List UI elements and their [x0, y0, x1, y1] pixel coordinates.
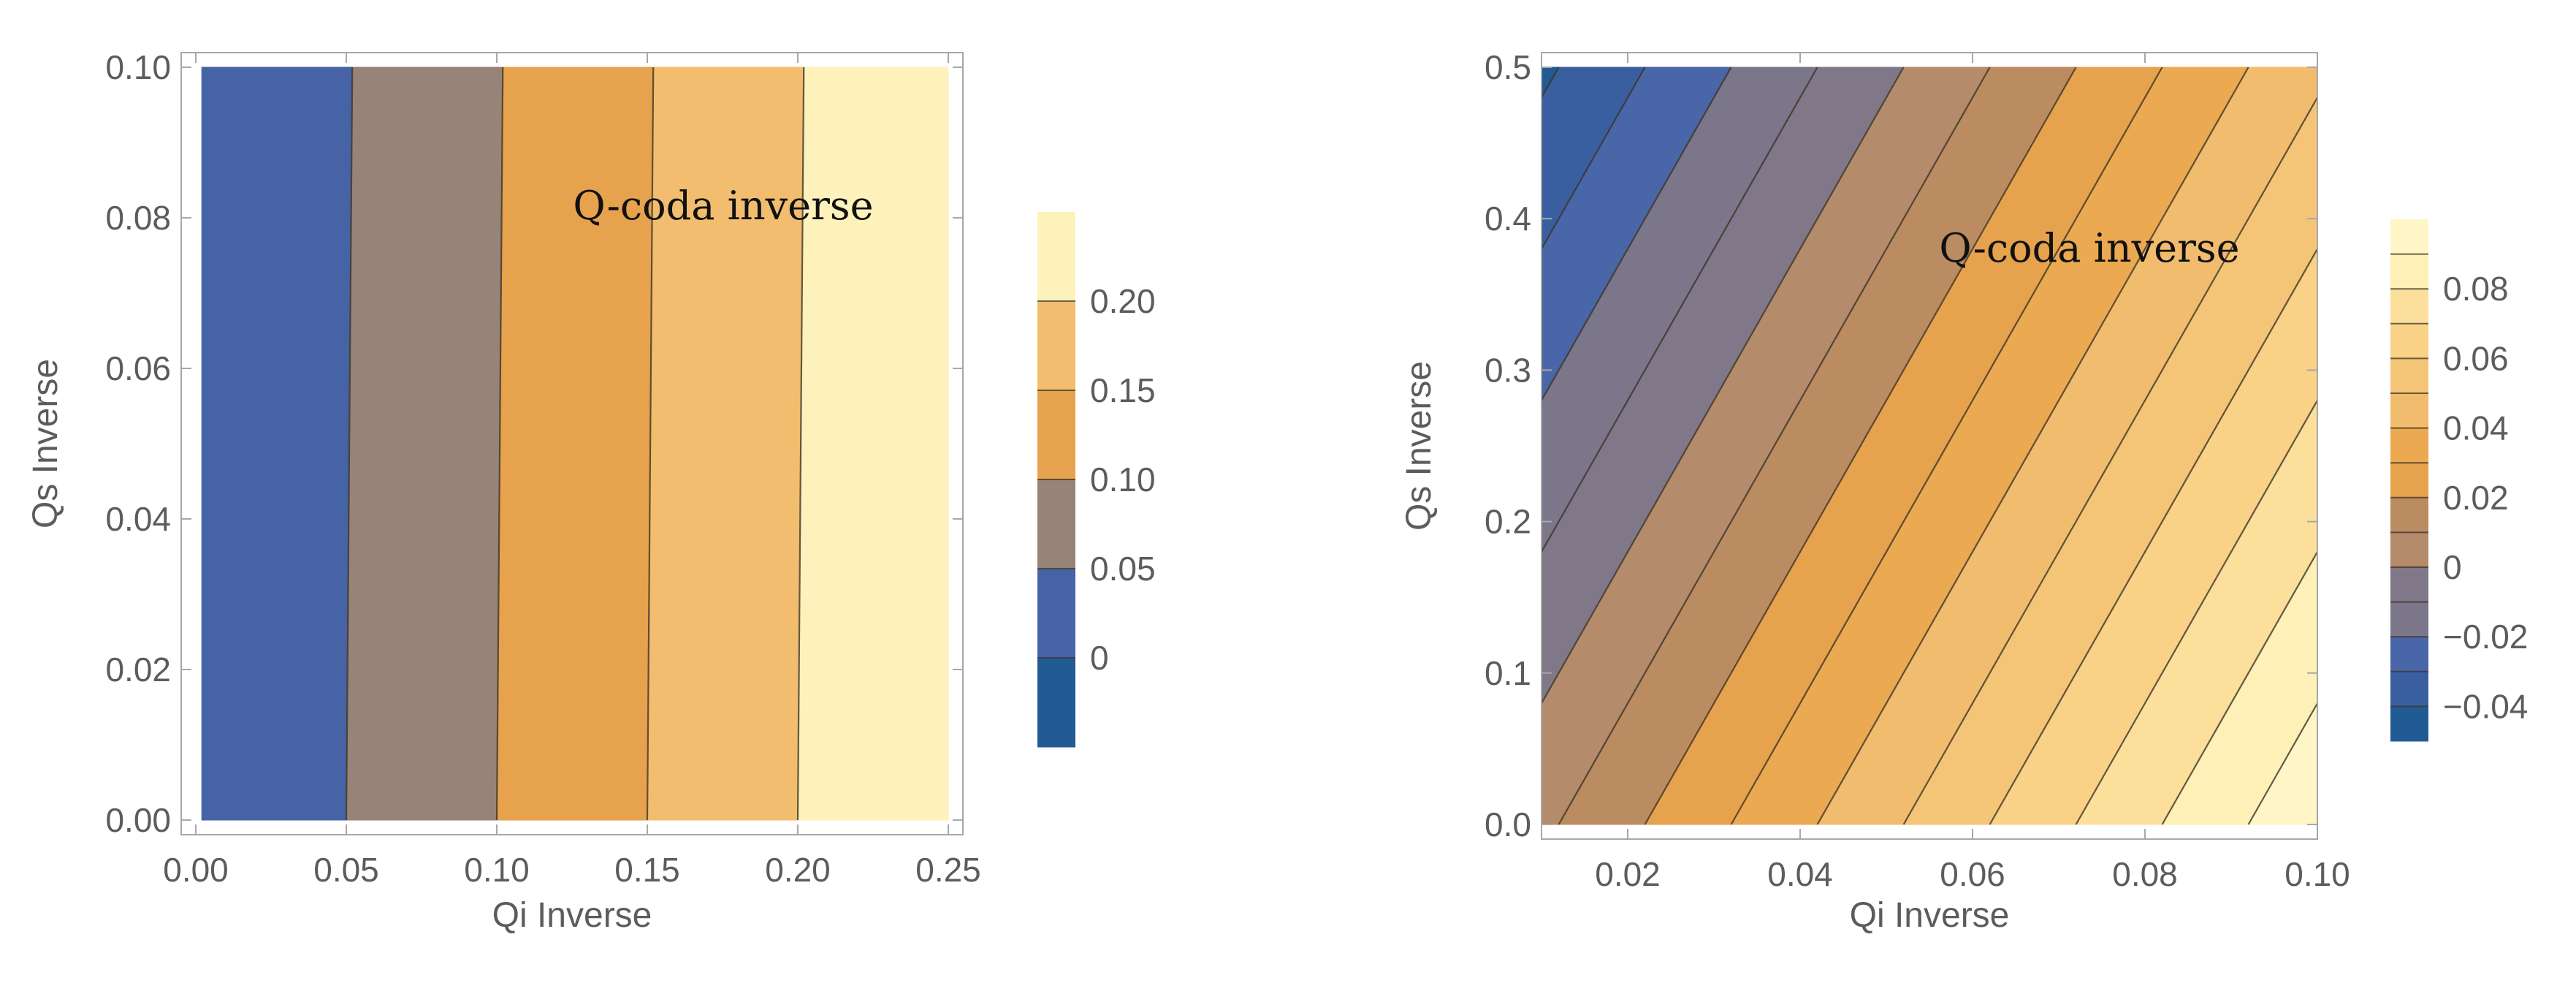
legend: −0.04 −0.02 0 0.02 0.04 0.06 0.08 [2390, 219, 2528, 742]
legend-swatch [2390, 323, 2428, 359]
x-tick-label: 0.10 [2285, 855, 2350, 893]
x-tick-label: 0.10 [464, 851, 530, 889]
contour-lines [1541, 67, 2318, 825]
legend-swatch [1037, 212, 1075, 302]
right-contour-panel: 0.02 0.04 0.06 0.08 0.10 0.0 0.1 0.2 0.3 0.4 0.5 Qi… [1400, 48, 2528, 935]
plot-frame [1541, 52, 2318, 840]
plot-annotation: Q-coda inverse [573, 183, 873, 229]
legend-label: 0.08 [2443, 270, 2509, 308]
y-tick-label: 0.0 [1485, 805, 1531, 843]
y-axis-label: Qs Inverse [1400, 361, 1438, 531]
x-tick-label: 0.25 [915, 851, 981, 889]
contour-line [796, 67, 805, 821]
legend-swatch [1037, 569, 1075, 659]
contour-line [646, 67, 655, 821]
y-tick-label: 0.02 [105, 651, 171, 689]
legend-swatch [1037, 301, 1075, 391]
contour-band [346, 67, 503, 821]
contour-line [1989, 249, 2318, 825]
contour-line [1541, 67, 1905, 704]
legend-label: 0.20 [1090, 282, 1156, 320]
legend-swatch [2390, 254, 2428, 289]
legend-label: 0.05 [1090, 550, 1156, 588]
contour-line [2247, 702, 2318, 825]
contour-line [1541, 67, 1818, 553]
legend-label: 0 [2443, 548, 2462, 586]
contour-line [1816, 67, 2249, 825]
legend-swatch [2390, 463, 2428, 498]
contour-line [1541, 67, 1732, 401]
contour-bands [201, 67, 949, 821]
left-contour-panel: 0.00 0.05 0.10 0.15 0.20 0.25 0.00 0.02 0.04 0.06… [26, 48, 1156, 935]
legend-swatch [2390, 393, 2428, 429]
legend-swatch [2390, 567, 2428, 603]
legend-label: 0.02 [2443, 479, 2509, 517]
contour-line [1902, 96, 2318, 825]
contour-line [2161, 551, 2318, 825]
legend-swatch [1037, 658, 1075, 748]
y-tick-label: 0.4 [1485, 200, 1531, 238]
x-tick-label: 0.15 [614, 851, 680, 889]
axis-ticks [181, 53, 963, 835]
contour-band [647, 67, 804, 821]
legend-label: −0.04 [2443, 687, 2528, 725]
legend-swatch [2390, 532, 2428, 568]
y-tick-label: 0.06 [105, 349, 171, 387]
legend-swatch [2390, 671, 2428, 707]
y-tick-label: 0.5 [1485, 48, 1531, 86]
contour-line [1541, 67, 1560, 98]
legend-swatch [2390, 358, 2428, 394]
x-axis-label: Qi Inverse [1850, 896, 2010, 935]
legend-label: 0.15 [1090, 371, 1156, 409]
y-tick-label: 0.00 [105, 801, 171, 839]
contour-band [797, 67, 949, 821]
plot-frame [180, 52, 964, 835]
axis-ticks [1542, 53, 2318, 839]
legend-label: 0.04 [2443, 409, 2509, 447]
y-tick-label: 0.10 [105, 48, 171, 86]
legend-label: 0.06 [2443, 339, 2509, 377]
legend-swatch [1037, 479, 1075, 569]
legend-swatch [2390, 497, 2428, 533]
contour-line [1541, 67, 1646, 250]
legend-swatch [2390, 219, 2428, 255]
legend-swatch [2390, 289, 2428, 325]
y-tick-label: 0.04 [105, 500, 171, 538]
y-axis-label: Qs Inverse [26, 359, 65, 528]
y-tick-label: 0.1 [1485, 654, 1531, 692]
contour-band [201, 67, 353, 821]
contour-band [496, 67, 654, 821]
legend-label: 0.10 [1090, 460, 1156, 498]
legend-swatch [2390, 602, 2428, 637]
plot-annotation: Q-coda inverse [1939, 225, 2239, 271]
y-tick-label: 0.3 [1485, 351, 1531, 389]
x-tick-label: 0.00 [163, 851, 229, 889]
legend-label: −0.02 [2443, 618, 2528, 656]
legend: 0 0.05 0.10 0.15 0.20 [1037, 212, 1156, 748]
legend-swatch [2390, 706, 2428, 742]
x-tick-label: 0.06 [1940, 855, 2005, 893]
contour-line [1730, 67, 2163, 825]
contour-line [495, 67, 504, 821]
contour-lines [345, 67, 805, 821]
x-tick-label: 0.08 [2112, 855, 2178, 893]
legend-label: 0 [1090, 639, 1109, 677]
x-axis-label: Qi Inverse [492, 896, 652, 935]
contour-bands [1541, 67, 2318, 825]
x-tick-label: 0.04 [1767, 855, 1833, 893]
legend-swatch [2390, 428, 2428, 463]
legend-swatch [1037, 390, 1075, 480]
contour-line [1644, 67, 2077, 825]
x-tick-label: 0.05 [313, 851, 379, 889]
x-tick-label: 0.02 [1595, 855, 1661, 893]
x-tick-label: 0.20 [765, 851, 831, 889]
y-tick-label: 0.08 [105, 199, 171, 237]
legend-swatch [2390, 637, 2428, 672]
contour-line [1558, 67, 1991, 825]
contour-line [345, 67, 354, 821]
contour-line [2075, 400, 2318, 825]
y-tick-label: 0.2 [1485, 503, 1531, 541]
